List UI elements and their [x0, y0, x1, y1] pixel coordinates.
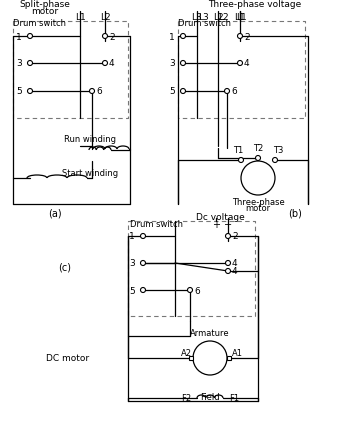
- Circle shape: [238, 158, 244, 163]
- Text: 5: 5: [129, 286, 135, 295]
- Text: Run winding: Run winding: [64, 135, 116, 144]
- Text: 3: 3: [16, 59, 22, 68]
- Text: 4: 4: [109, 59, 114, 68]
- Bar: [227, 356, 231, 360]
- Circle shape: [181, 35, 185, 40]
- Text: T1: T1: [233, 146, 243, 155]
- Text: Split-phase: Split-phase: [19, 0, 70, 9]
- Bar: [189, 356, 193, 360]
- Text: (c): (c): [58, 262, 71, 271]
- Text: 4: 4: [232, 259, 238, 268]
- Text: L3: L3: [199, 13, 209, 22]
- Text: 4: 4: [232, 267, 238, 276]
- Text: Drum switch: Drum switch: [13, 19, 66, 28]
- Text: 5: 5: [16, 87, 22, 96]
- Text: +: +: [212, 219, 220, 230]
- Text: 1: 1: [16, 32, 22, 41]
- Text: L3: L3: [192, 13, 203, 22]
- Text: Drum switch: Drum switch: [130, 219, 183, 228]
- Text: T2: T2: [253, 144, 263, 153]
- Circle shape: [181, 89, 185, 94]
- Text: 1: 1: [169, 32, 175, 41]
- Circle shape: [188, 288, 192, 293]
- Text: F2: F2: [181, 394, 191, 403]
- Circle shape: [224, 89, 229, 94]
- Text: DC motor: DC motor: [46, 354, 89, 363]
- Text: A1: A1: [232, 349, 243, 358]
- Text: Dc voltage: Dc voltage: [196, 213, 244, 222]
- Circle shape: [141, 288, 145, 293]
- Text: 3: 3: [169, 59, 175, 68]
- Circle shape: [141, 261, 145, 266]
- Circle shape: [27, 35, 32, 40]
- Text: T3: T3: [273, 146, 283, 155]
- Text: Drum switch: Drum switch: [178, 19, 231, 28]
- Text: Field: Field: [200, 392, 220, 401]
- Text: (b): (b): [288, 208, 302, 219]
- Text: A2: A2: [181, 349, 192, 358]
- Circle shape: [103, 61, 108, 66]
- Circle shape: [226, 234, 230, 239]
- Text: L2: L2: [218, 13, 228, 22]
- Circle shape: [181, 61, 185, 66]
- Text: Armature: Armature: [190, 328, 230, 337]
- Circle shape: [226, 261, 230, 266]
- Text: 5: 5: [169, 87, 175, 96]
- Circle shape: [226, 269, 230, 274]
- Text: 4: 4: [244, 59, 250, 68]
- Circle shape: [241, 161, 275, 196]
- Text: 6: 6: [194, 286, 200, 295]
- Text: 6: 6: [96, 87, 102, 96]
- Text: Three-phase voltage: Three-phase voltage: [208, 0, 302, 9]
- Text: Start winding: Start winding: [62, 169, 118, 178]
- Circle shape: [27, 89, 32, 94]
- Circle shape: [103, 35, 108, 40]
- Text: motor: motor: [31, 7, 58, 16]
- Text: L1: L1: [74, 13, 85, 22]
- Text: 2: 2: [232, 232, 238, 241]
- Circle shape: [141, 234, 145, 239]
- Text: L1: L1: [237, 13, 247, 22]
- Circle shape: [27, 61, 32, 66]
- Text: 3: 3: [129, 259, 135, 268]
- Text: motor: motor: [245, 204, 270, 213]
- Circle shape: [89, 89, 95, 94]
- Circle shape: [237, 35, 243, 40]
- Text: 2: 2: [244, 32, 250, 41]
- Text: L2: L2: [213, 13, 223, 22]
- Text: 2: 2: [109, 32, 114, 41]
- Text: F1: F1: [229, 394, 239, 403]
- Text: (a): (a): [48, 208, 62, 219]
- Text: Three-phase: Three-phase: [232, 198, 284, 207]
- Text: 1: 1: [129, 232, 135, 241]
- Circle shape: [193, 341, 227, 375]
- Text: 6: 6: [231, 87, 237, 96]
- Circle shape: [255, 156, 261, 161]
- Circle shape: [237, 61, 243, 66]
- Text: L2: L2: [100, 13, 110, 22]
- Text: L1: L1: [235, 13, 245, 22]
- Circle shape: [272, 158, 277, 163]
- Text: −: −: [224, 219, 232, 230]
